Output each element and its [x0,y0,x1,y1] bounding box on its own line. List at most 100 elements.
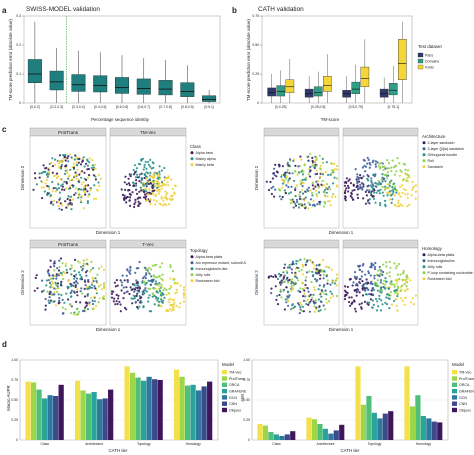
scatter-point [305,190,308,193]
scatter-point [102,268,106,271]
panel-d-legend-swatch [452,382,457,387]
scatter-point [78,157,81,161]
scatter-point [138,305,141,308]
scatter-point [159,294,162,297]
scatter-point [86,201,89,205]
scatter-point [160,195,163,199]
panel-d-bar [333,430,339,440]
facet-strip [342,127,419,137]
scatter-point [396,278,399,281]
scatter-point [354,307,357,310]
panel-d-legend-title: Model [222,362,234,367]
panel-d-legend-swatch [222,370,227,375]
scatter-point [356,276,359,279]
scatter-point [270,292,273,295]
panel-label-b: b [232,6,237,15]
scatter-point [75,163,78,166]
scatter-point [276,303,280,306]
scatter-point [132,294,135,297]
scatter-point [65,206,68,209]
scatter-point [58,296,61,300]
scatter-point [67,160,70,163]
scatter-point [61,274,64,277]
scatter-point [60,208,63,211]
scatter-point [64,159,67,162]
scatter-point [137,200,140,203]
scatter-point [374,261,377,265]
scatter-point [370,289,373,292]
scatter-point [374,297,378,300]
scatter-point [373,191,376,194]
scatter-point [316,203,319,206]
scatter-point [74,284,77,287]
scatter-point [380,269,383,272]
scatter-point [79,273,82,276]
scatter-point [286,161,289,164]
panel-a-xtick-label: [0.8,0.9] [181,105,193,109]
scatter-point [366,287,369,290]
scatter-point [411,188,414,191]
scatter-point [149,158,152,161]
scatter-point [85,304,88,307]
scatter-point [50,293,53,296]
scatter-point [135,182,138,185]
scatter-point [86,176,90,179]
scatter-point [91,286,94,289]
scatter-point [77,188,80,191]
scatter-point [144,281,147,284]
scatter-point [283,263,287,266]
scatter-point [75,173,78,176]
scatter-point [386,159,389,162]
scatter-point [294,273,297,276]
scatter-point [59,178,62,181]
panel-d-legend-swatch [222,388,227,394]
scatter-point [378,297,381,300]
panel-d-ytick-label: 1.00 [11,358,18,362]
panel-a-title: SWISS-MODEL validation [26,6,100,13]
scatter-point [377,269,380,272]
scatter-point [153,264,156,267]
panel-d-bar [431,421,437,440]
scatter-point [379,272,382,275]
scatter-point [372,189,375,192]
scatter-point [297,266,300,270]
scatter-point [323,284,326,287]
panel-b-box [285,79,295,93]
scatter-point [309,152,312,155]
scatter-point [294,204,298,207]
scatter-point [79,163,83,166]
scatter-point [385,280,388,283]
scatter-point [168,197,171,200]
scatter-point [130,173,133,176]
scatter-point [47,279,50,282]
scatter-point [42,164,45,167]
panel-c-legend-swatch [190,279,194,283]
scatter-point [77,313,80,316]
panel-c-legend-label: Jelly rolls [196,273,211,277]
scatter-point [50,161,53,165]
scatter-point [62,312,65,315]
scatter-point [58,191,62,194]
scatter-point [149,165,152,168]
scatter-point [312,267,315,270]
scatter-point [145,195,148,198]
scatter-point [291,262,294,265]
scatter-point [123,198,126,202]
scatter-point [84,188,87,191]
scatter-point [277,272,281,275]
scatter-point [371,283,374,286]
scatter-point [298,193,301,196]
scatter-point [371,306,374,309]
scatter-point [35,274,38,277]
panel-c-legend-swatch [422,159,426,163]
scatter-point [381,273,384,276]
scatter-point [372,184,375,188]
scatter-point [86,287,89,291]
scatter-point [391,159,394,162]
scatter-point [42,186,46,189]
panel-d-bar [184,385,191,440]
scatter-point [389,290,393,294]
panel-c-legend-label: Orthogonal bundle [428,153,458,157]
scatter-point [302,295,305,298]
scatter-point [51,286,54,289]
